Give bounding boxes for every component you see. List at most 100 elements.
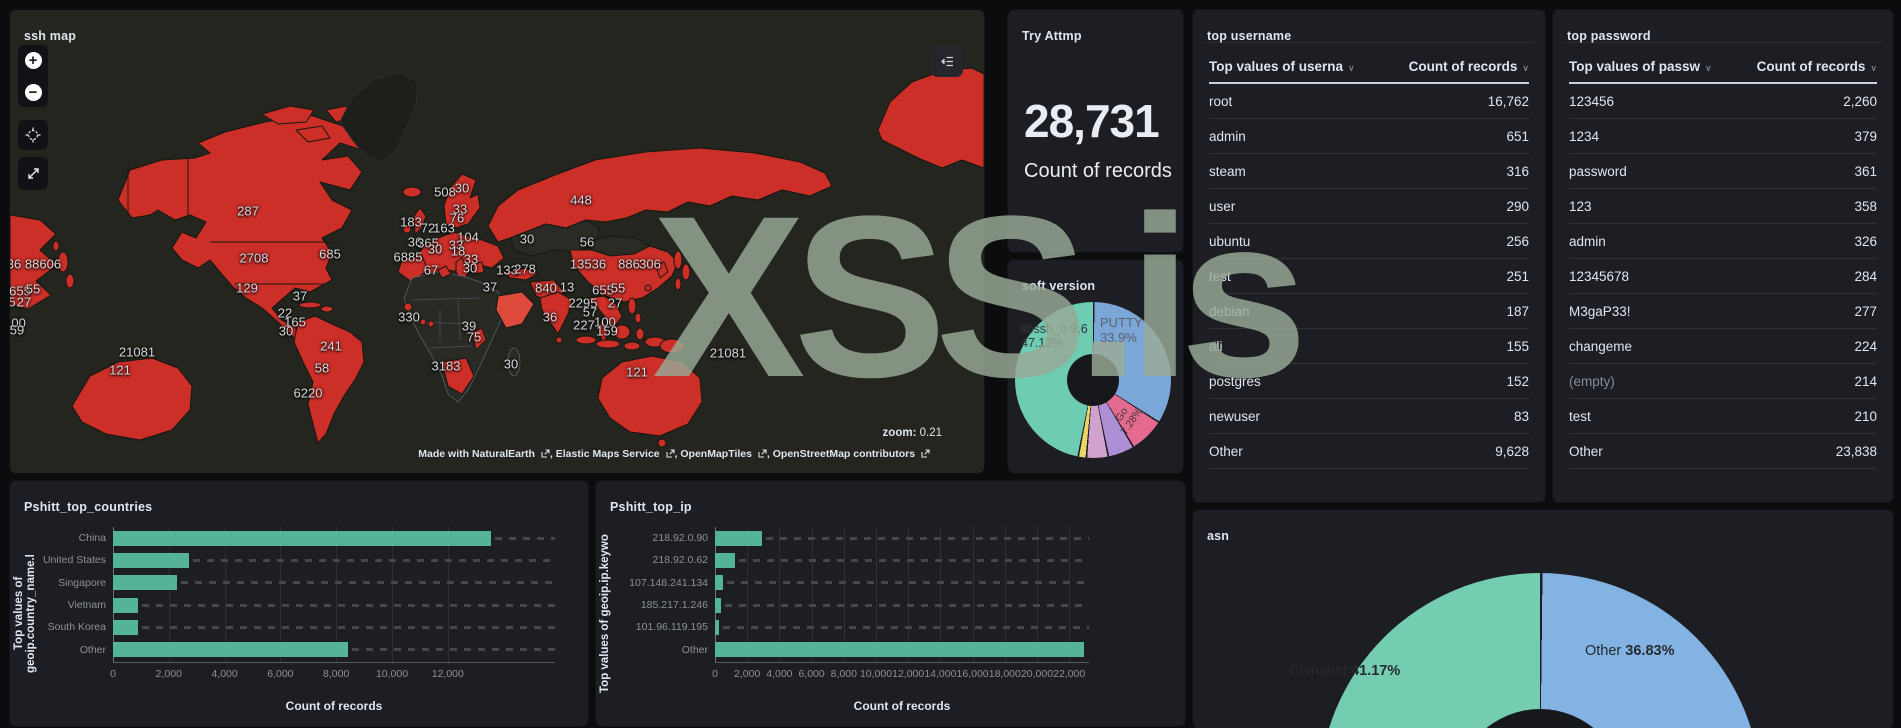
cell-value: steam xyxy=(1209,163,1246,179)
table-row[interactable]: ubuntu 256 xyxy=(1209,224,1529,259)
x-tick-label: 8,000 xyxy=(323,668,350,680)
attribution-link[interactable]: OpenMapTiles xyxy=(680,448,767,460)
table-row[interactable]: 12345678 284 xyxy=(1569,259,1877,294)
sort-header-password[interactable]: Top values of passw ∨ xyxy=(1569,59,1712,74)
divider xyxy=(1203,42,1535,43)
table-row[interactable]: ali 155 xyxy=(1209,329,1529,364)
gridline xyxy=(972,527,974,662)
bar-218-92-0-90[interactable] xyxy=(715,530,762,546)
gridline xyxy=(908,527,910,662)
table-row[interactable]: admin 651 xyxy=(1209,119,1529,154)
gridline xyxy=(940,527,942,662)
world-map[interactable] xyxy=(10,10,984,473)
x-tick-label: 14,000 xyxy=(924,668,957,680)
bar-other[interactable] xyxy=(715,642,1084,658)
cell-count: 379 xyxy=(1854,128,1877,144)
bar-other[interactable] xyxy=(113,642,348,658)
map-legend-toggle-button[interactable] xyxy=(931,45,963,77)
table-row[interactable]: debian 187 xyxy=(1209,294,1529,329)
cell-value: 1234 xyxy=(1569,128,1600,144)
sort-header-count[interactable]: Count of records ∨ xyxy=(1408,59,1529,74)
attribution-link[interactable]: Elastic Maps Service xyxy=(556,448,675,460)
x-tick-label: 0 xyxy=(712,668,718,680)
cell-value: admin xyxy=(1569,233,1606,249)
chevron-down-icon: ∨ xyxy=(1348,63,1355,73)
table-row[interactable]: password 361 xyxy=(1569,154,1877,189)
gridline xyxy=(168,527,170,662)
x-tick-label: 18,000 xyxy=(988,668,1021,680)
metric-value: 28,731 xyxy=(1024,95,1160,147)
y-axis-title: Top values of geoip.country_name.l xyxy=(13,554,37,673)
table-row[interactable]: Other 9,628 xyxy=(1209,434,1529,469)
bar-china[interactable] xyxy=(113,530,491,546)
gridline xyxy=(447,527,449,662)
sort-header-username[interactable]: Top values of userna ∨ xyxy=(1209,59,1355,74)
username-table-header: Top values of userna ∨ Count of records ∨ xyxy=(1209,50,1529,84)
map-zoom-indicator: zoom: 0.21 xyxy=(883,427,942,439)
table-row[interactable]: root 16,762 xyxy=(1209,84,1529,119)
bar-185-217-1-246[interactable] xyxy=(715,597,722,613)
table-row[interactable]: M3gaP33! 277 xyxy=(1569,294,1877,329)
x-tick-label: 0 xyxy=(110,668,116,680)
collapse-legend-icon xyxy=(940,56,953,66)
cell-count: 316 xyxy=(1506,163,1529,179)
external-link-icon xyxy=(921,449,930,458)
panel-asn: asn Chinanet 41.17% Other 36.83% xyxy=(1193,510,1893,728)
table-row[interactable]: postgres 152 xyxy=(1209,364,1529,399)
map-landmass xyxy=(10,67,984,448)
panel-title-soft-version: soft version xyxy=(1022,279,1096,294)
cell-count: 210 xyxy=(1854,408,1877,424)
table-row[interactable]: (empty) 214 xyxy=(1569,364,1877,399)
bar-218-92-0-62[interactable] xyxy=(715,552,736,568)
value-guide-dashes xyxy=(765,536,1089,540)
cell-value: postgres xyxy=(1209,373,1261,389)
map-zoom-controls: + − xyxy=(18,45,48,107)
panel-title-asn: asn xyxy=(1207,529,1230,544)
bar-vietnam[interactable] xyxy=(113,597,139,613)
map-zoom-in-button[interactable]: + xyxy=(18,45,48,75)
cell-value: debian xyxy=(1209,303,1250,319)
gridline xyxy=(113,527,114,662)
gridline xyxy=(779,527,781,662)
cell-value: changeme xyxy=(1569,338,1633,354)
crosshair-icon xyxy=(25,127,41,143)
bar-107-148-241-134[interactable] xyxy=(715,575,724,591)
gridline xyxy=(715,527,716,662)
map-expand-button[interactable] xyxy=(18,157,48,190)
table-row[interactable]: test 251 xyxy=(1209,259,1529,294)
bar-united-states[interactable] xyxy=(113,552,189,568)
map-locate-button[interactable] xyxy=(18,120,48,150)
table-row[interactable]: user 290 xyxy=(1209,189,1529,224)
sort-header-count[interactable]: Count of records ∨ xyxy=(1756,59,1877,74)
bar-south-korea[interactable] xyxy=(113,619,138,635)
table-row[interactable]: changeme 224 xyxy=(1569,329,1877,364)
map-zoom-out-button[interactable]: − xyxy=(18,77,48,107)
y-category-label: 101.96.119.195 xyxy=(635,621,708,634)
table-row[interactable]: steam 316 xyxy=(1209,154,1529,189)
table-row[interactable]: 123 358 xyxy=(1569,189,1877,224)
table-row[interactable]: admin 326 xyxy=(1569,224,1877,259)
x-axis-title: Count of records xyxy=(285,699,383,713)
table-row[interactable]: Other 23,838 xyxy=(1569,434,1877,469)
asn-donut[interactable] xyxy=(1319,573,1761,728)
table-row[interactable]: 123456 2,260 xyxy=(1569,84,1877,119)
y-category-label: South Korea xyxy=(47,621,106,634)
panel-title-try-attmp: Try Attmp xyxy=(1022,29,1082,44)
table-row[interactable]: newuser 83 xyxy=(1209,399,1529,434)
y-category-label: 185.217.1.246 xyxy=(640,599,708,612)
cell-count: 2,260 xyxy=(1843,93,1877,109)
expand-icon xyxy=(27,168,39,179)
bar-singapore[interactable] xyxy=(113,575,178,591)
value-guide-dashes xyxy=(739,558,1089,562)
bar-101-96-119-195[interactable] xyxy=(715,619,720,635)
y-category-label: Other xyxy=(681,643,708,656)
attribution-link[interactable]: OpenStreetMap contributors xyxy=(773,448,930,460)
table-row[interactable]: test 210 xyxy=(1569,399,1877,434)
gridline xyxy=(843,527,845,662)
x-tick-label: 22,000 xyxy=(1053,668,1086,680)
table-row[interactable]: 1234 379 xyxy=(1569,119,1877,154)
gridline xyxy=(336,527,338,662)
password-table-body: 123456 2,260 1234 379 password 361 123 358 admin… xyxy=(1569,84,1877,469)
attribution-link[interactable]: NaturalEarth xyxy=(472,448,550,460)
panel-title-ssh-map: ssh map xyxy=(24,29,77,44)
